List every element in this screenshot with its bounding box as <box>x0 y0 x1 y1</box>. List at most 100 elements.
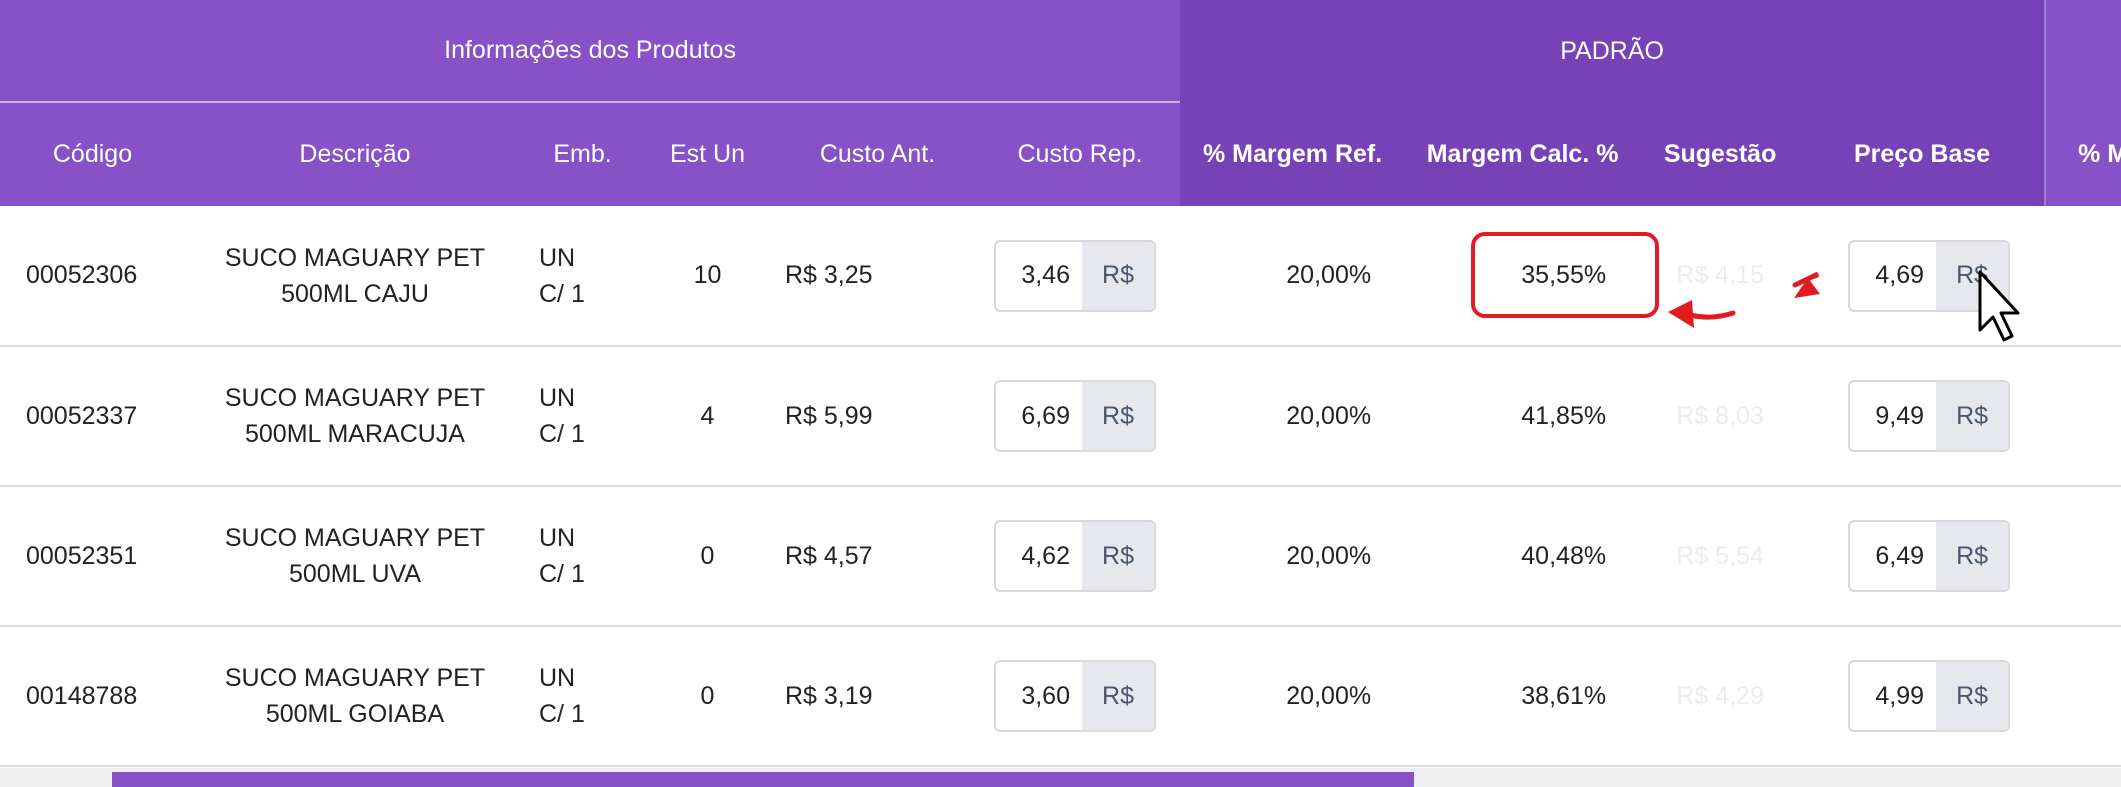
cell-margem-calc: 41,85% <box>1405 346 1641 487</box>
cell-custo-rep: 3,46 R$ <box>980 206 1181 347</box>
cell-emb: UN C/ 1 <box>525 206 640 347</box>
currency-addon: R$ <box>1082 662 1154 730</box>
col-header-margem-ref[interactable]: % Margem Ref. <box>1180 102 1406 206</box>
cell-descricao: SUCO MAGUARY PET 500ML UVA <box>185 486 525 627</box>
currency-addon: R$ <box>1936 522 2009 590</box>
emb-line: UN <box>539 384 576 412</box>
emb-line: C/ 1 <box>539 420 585 448</box>
horizontal-scrollbar-thumb[interactable] <box>112 772 1414 787</box>
input-value[interactable]: 3,60 <box>1021 681 1070 710</box>
cell-custo-ant: R$ 4,57 <box>775 486 980 627</box>
emb-line: UN <box>539 243 576 272</box>
cell-codigo: 00052351 <box>0 486 185 627</box>
cell-preco-base: 6,49 R$ <box>1800 486 2046 627</box>
cell-descricao: SUCO MAGUARY PET 500ML MARACUJA <box>185 346 525 487</box>
emb-line: UN <box>539 524 576 552</box>
input-value[interactable]: 4,99 <box>1875 681 1925 710</box>
cell-descricao: SUCO MAGUARY PET 500ML CAJU <box>185 206 525 347</box>
input-value[interactable]: 6,49 <box>1875 541 1925 570</box>
cell-custo-rep: 6,69 R$ <box>980 346 1181 487</box>
col-header-descricao[interactable]: Descrição <box>185 102 525 206</box>
cell-preco-base: 9,49 R$ <box>1800 346 2046 487</box>
cell-codigo: 00052306 <box>0 206 185 347</box>
cell-preco-base: 4,69 R$ <box>1800 206 2046 347</box>
cell-preco-base: 4,99 R$ <box>1800 626 2046 767</box>
cell-next <box>2045 206 2121 347</box>
custo-rep-input[interactable]: 3,60 R$ <box>994 660 1156 732</box>
cell-margem-ref: 20,00% <box>1180 626 1406 767</box>
emb-line: C/ 1 <box>539 279 585 308</box>
cell-sugestao: R$ 4,29 <box>1640 626 1801 767</box>
currency-addon: R$ <box>1936 382 2009 450</box>
col-header-preco-base[interactable]: Preço Base <box>1800 102 2046 206</box>
cell-margem-calc: 38,61% <box>1405 626 1641 767</box>
cell-est-un: 4 <box>640 346 775 487</box>
input-value[interactable]: 9,49 <box>1875 401 1925 430</box>
cell-codigo: 00052337 <box>0 346 185 487</box>
table-row: 00148788 SUCO MAGUARY PET 500ML GOIABA UN… <box>0 626 2121 767</box>
currency-addon: R$ <box>1082 522 1154 590</box>
col-header-custo-rep[interactable]: Custo Rep. <box>980 102 1181 206</box>
cell-margem-ref: 20,00% <box>1180 346 1406 487</box>
header-group-next <box>2044 0 2121 102</box>
cell-margem-calc: 35,55% <box>1405 206 1641 347</box>
cell-est-un: 0 <box>640 486 775 627</box>
desc-line: 500ML GOIABA <box>265 700 445 728</box>
cell-margem-ref: 20,00% <box>1180 486 1406 627</box>
custo-rep-input[interactable]: 4,62 R$ <box>994 520 1156 592</box>
table-row: 00052351 SUCO MAGUARY PET 500ML UVA UN C/ … <box>0 486 2121 627</box>
desc-line: SUCO MAGUARY PET <box>224 243 486 272</box>
preco-base-input[interactable]: 4,99 R$ <box>1848 660 2011 732</box>
col-header-margem-calc[interactable]: Margem Calc. % <box>1405 102 1641 206</box>
cell-margem-ref: 20,00% <box>1180 206 1406 347</box>
emb-line: C/ 1 <box>539 700 585 728</box>
cell-est-un: 0 <box>640 626 775 767</box>
emb-line: C/ 1 <box>539 560 585 588</box>
cell-custo-ant: R$ 3,25 <box>775 206 980 347</box>
cell-custo-rep: 4,62 R$ <box>980 486 1181 627</box>
cell-next <box>2045 346 2121 487</box>
table-row: 00052306 SUCO MAGUARY PET 500ML CAJU UN C/… <box>0 206 2121 347</box>
header-group-info: Informações dos Produtos <box>0 0 1181 103</box>
desc-line: SUCO MAGUARY PET <box>224 664 486 692</box>
custo-rep-input[interactable]: 6,69 R$ <box>994 380 1156 452</box>
col-header-custo-ant[interactable]: Custo Ant. <box>775 102 980 206</box>
cell-custo-ant: R$ 3,19 <box>775 626 980 767</box>
preco-base-input[interactable]: 9,49 R$ <box>1848 380 2011 452</box>
cell-emb: UN C/ 1 <box>525 626 640 767</box>
col-header-sugestao[interactable]: Sugestão <box>1640 102 1801 206</box>
input-value[interactable]: 4,62 <box>1021 541 1070 570</box>
table-row: 00052337 SUCO MAGUARY PET 500ML MARACUJA … <box>0 346 2121 487</box>
cell-next <box>2045 486 2121 627</box>
preco-base-input[interactable]: 4,69 R$ <box>1848 239 2011 312</box>
input-value[interactable]: 3,46 <box>1021 261 1070 289</box>
cell-est-un: 10 <box>640 206 775 347</box>
col-header-next[interactable]: % M <box>2044 102 2121 206</box>
cell-emb: UN C/ 1 <box>525 346 640 487</box>
desc-line: SUCO MAGUARY PET <box>224 524 486 552</box>
cell-emb: UN C/ 1 <box>525 486 640 627</box>
currency-addon: R$ <box>1936 662 2009 730</box>
cell-custo-ant: R$ 5,99 <box>775 346 980 487</box>
col-header-codigo[interactable]: Código <box>0 102 185 206</box>
col-header-emb[interactable]: Emb. <box>525 102 640 206</box>
cell-sugestao: R$ 8,03 <box>1640 346 1801 487</box>
cell-next <box>2045 626 2121 767</box>
cell-margem-calc: 40,48% <box>1405 486 1641 627</box>
desc-line: SUCO MAGUARY PET <box>224 384 486 412</box>
pricing-table: Informações dos Produtos PADRÃO Código D… <box>0 0 2121 767</box>
cell-sugestao: R$ 5,54 <box>1640 486 1801 627</box>
cell-descricao: SUCO MAGUARY PET 500ML GOIABA <box>185 626 525 767</box>
preco-base-input[interactable]: 6,49 R$ <box>1848 520 2011 592</box>
input-value[interactable]: 4,69 <box>1875 261 1925 289</box>
cell-custo-rep: 3,60 R$ <box>980 626 1181 767</box>
input-value[interactable]: 6,69 <box>1021 401 1070 430</box>
desc-line: 500ML UVA <box>288 560 421 588</box>
currency-addon: R$ <box>1936 241 2009 310</box>
header-group-padrao: PADRÃO <box>1180 0 2046 102</box>
custo-rep-input[interactable]: 3,46 R$ <box>994 239 1156 312</box>
cell-sugestao: R$ 4,15 <box>1640 206 1801 347</box>
desc-line: 500ML CAJU <box>281 279 429 308</box>
col-header-est-un[interactable]: Est Un <box>640 102 775 206</box>
